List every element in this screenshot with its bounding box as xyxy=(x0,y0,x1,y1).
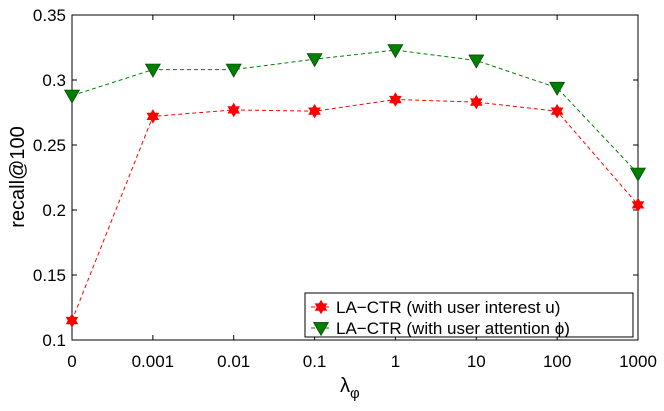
x-tick-label: 1 xyxy=(391,352,400,371)
marker-triangle-down xyxy=(314,303,328,315)
data-point-1-3 xyxy=(306,53,323,68)
legend-triangle xyxy=(312,322,330,337)
data-point-0-6 xyxy=(550,103,564,119)
x-axis-label: λφ xyxy=(340,375,360,402)
x-tick-label: 0 xyxy=(67,352,76,371)
data-point-1-5 xyxy=(468,54,485,69)
y-tick-label: 0.1 xyxy=(42,331,66,350)
marker-triangle-down xyxy=(550,107,564,119)
data-point-0-3 xyxy=(308,103,321,119)
y-tick-label: 0.15 xyxy=(33,266,66,285)
x-tick-label: 0.01 xyxy=(217,352,250,371)
series-line-0 xyxy=(71,98,639,321)
x-tick-label: 10 xyxy=(467,352,486,371)
y-tick-label: 0.3 xyxy=(42,71,66,90)
data-point-0-2 xyxy=(227,102,240,118)
legend-entry-attention-suffix: ) xyxy=(564,319,570,338)
legend-entry-interest: LA−CTR (with user interest u) xyxy=(336,298,560,317)
data-point-0-5 xyxy=(470,94,483,110)
x-tick-label: 1000 xyxy=(619,352,657,371)
marker-triangle-down xyxy=(631,201,645,213)
data-point-1-4 xyxy=(387,44,404,59)
y-tick-label: 0.35 xyxy=(33,6,66,25)
marker-triangle-down xyxy=(389,95,402,107)
marker-triangle-down xyxy=(65,316,79,328)
x-tick-label: 100 xyxy=(543,352,571,371)
marker-triangle-down xyxy=(227,106,240,118)
legend-entry-attention-prefix: LA−CTR (with user attention xyxy=(336,319,555,338)
y-axis-ticks: 0.1 0.15 0.2 0.25 0.3 0.35 xyxy=(33,6,638,350)
data-point-0-7 xyxy=(631,197,645,213)
data-point-1-0 xyxy=(63,89,81,104)
marker-triangle-down xyxy=(470,98,483,110)
legend-box xyxy=(304,292,634,338)
data-point-0-4 xyxy=(389,92,402,107)
series-line-1 xyxy=(71,49,639,174)
legend-marker-attention xyxy=(312,322,330,337)
series-1 xyxy=(63,44,647,182)
marker-triangle-down xyxy=(308,107,321,119)
data-point-0-1 xyxy=(146,109,160,124)
legend-entry-attention-symbol: ϕ xyxy=(555,319,565,338)
x-axis-ticks: 0 0.001 0.01 0.1 1 10 100 1000 xyxy=(67,15,657,371)
series-0 xyxy=(65,92,645,328)
y-tick-label: 0.25 xyxy=(33,136,66,155)
x-axis-label-main: λ xyxy=(340,375,350,397)
data-point-1-2 xyxy=(225,63,242,78)
x-tick-label: 0.001 xyxy=(132,352,175,371)
y-tick-label: 0.2 xyxy=(42,201,66,220)
legend: LA−CTR (with user interest u) LA−CTR (wi… xyxy=(304,292,634,338)
legend-hexagram xyxy=(314,299,328,315)
y-axis-label: recall@100 xyxy=(7,126,29,227)
x-axis-label-subscript: φ xyxy=(350,385,360,402)
legend-entry-attention: LA−CTR (with user attention ϕ) xyxy=(336,319,570,338)
marker-triangle-down xyxy=(146,112,160,124)
data-point-0-0 xyxy=(65,313,79,328)
data-point-1-6 xyxy=(549,81,566,96)
data-point-1-7 xyxy=(629,167,647,182)
data-point-1-1 xyxy=(144,63,161,78)
legend-marker-interest xyxy=(314,299,328,315)
series xyxy=(63,44,647,328)
x-tick-label: 0.1 xyxy=(303,352,327,371)
